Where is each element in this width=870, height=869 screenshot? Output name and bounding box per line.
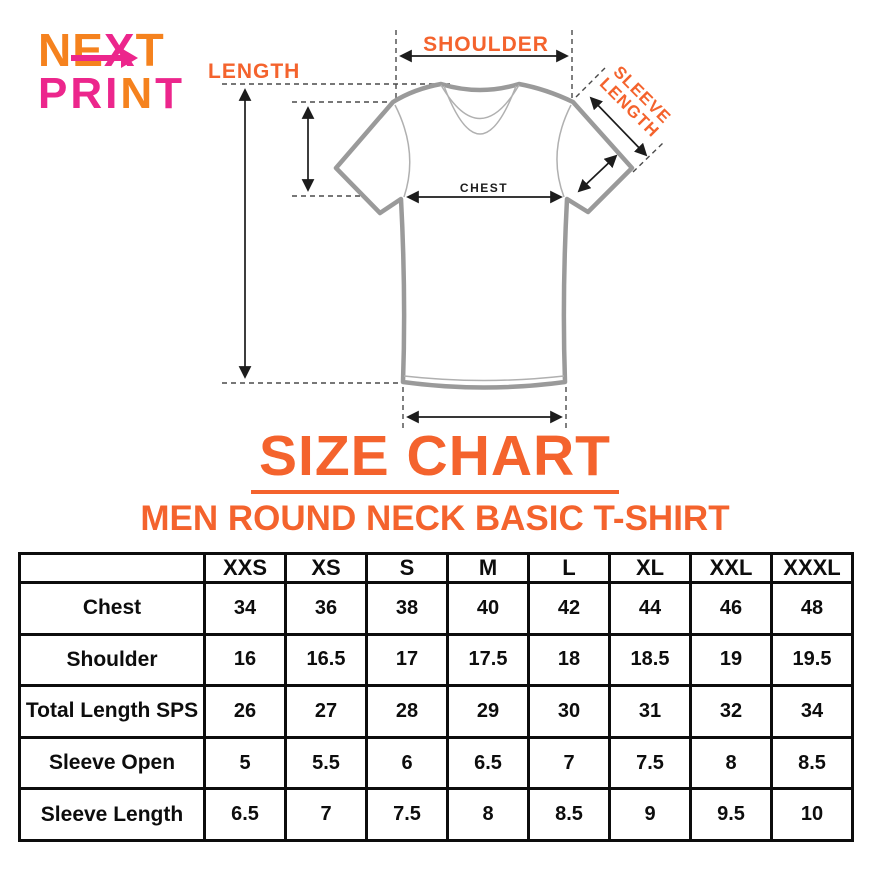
measurement-value-cell: 5.5	[284, 735, 368, 791]
measurement-value-cell: 48	[770, 581, 854, 636]
measurement-value-cell: 27	[284, 684, 368, 739]
measurement-value-cell: 9	[608, 787, 692, 842]
logo-word-print: PRINT	[38, 72, 198, 116]
subtitle: MEN ROUND NECK BASIC T-SHIRT	[140, 499, 730, 538]
measurement-value-cell: 26	[203, 684, 287, 739]
measurement-arrows	[238, 49, 648, 424]
table-row: Chest 34 36 38 40 42 44 46 48	[18, 581, 854, 636]
chest-label: CHEST	[460, 181, 508, 195]
table-row: Sleeve Open 5 5.5 6 6.5 7 7.5 8 8.5	[18, 735, 854, 791]
measurement-row-label: Chest	[18, 581, 206, 636]
measurement-value-cell: 31	[608, 684, 692, 739]
measurement-value-cell: 19	[689, 632, 773, 688]
measurement-value-cell: 36	[284, 581, 368, 636]
measurement-value-cell: 46	[689, 581, 773, 636]
logo-letter: R	[70, 69, 106, 118]
brand-logo: NEXT PRINT	[38, 27, 198, 116]
measurement-value-cell: 29	[446, 684, 530, 739]
size-table: XXS XS S M L XL XXL XXXL Chest 34 36 38 40 42 44 46 48 S…	[18, 552, 854, 842]
measurement-value-cell: 7.5	[365, 787, 449, 842]
logo-letter: P	[38, 69, 71, 118]
measurement-value-cell: 8	[689, 735, 773, 791]
size-column-header: XXS	[203, 552, 287, 584]
measurement-value-cell: 10	[770, 787, 854, 842]
measurement-value-cell: 8	[446, 787, 530, 842]
collar-inner-line	[440, 84, 520, 120]
page-title: SIZE CHART	[251, 428, 619, 494]
measurement-value-cell: 7.5	[608, 735, 692, 791]
measurement-value-cell: 34	[203, 581, 287, 636]
measurement-value-cell: 6.5	[446, 735, 530, 791]
shoulder-label: SHOULDER	[423, 33, 549, 56]
measurement-value-cell: 7	[284, 787, 368, 842]
table-row: Total Length SPS 26 27 28 29 30 31 32 34	[18, 684, 854, 739]
table-row: Shoulder 16 16.5 17 17.5 18 18.5 19 19.5	[18, 632, 854, 688]
table-row: Sleeve Length 6.5 7 7.5 8 8.5 9 9.5 10	[18, 787, 854, 842]
hem-seam	[403, 375, 565, 382]
length-label: LENGTH	[208, 60, 300, 83]
measurement-value-cell: 19.5	[770, 632, 854, 688]
measurement-row-label: Sleeve Open	[18, 735, 206, 791]
tshirt-drawing	[333, 81, 635, 390]
size-column-header: XXL	[689, 552, 773, 584]
measurement-value-cell: 34	[770, 684, 854, 739]
collar-inner-line-2	[443, 85, 517, 135]
size-column-header: L	[527, 552, 611, 584]
size-column-header: XL	[608, 552, 692, 584]
size-column-header: S	[365, 552, 449, 584]
measurement-value-cell: 30	[527, 684, 611, 739]
size-column-header: XXXL	[770, 552, 854, 584]
logo-letter: T	[135, 24, 165, 76]
sleeve-length-arrow	[589, 96, 648, 157]
measurement-value-cell: 38	[365, 581, 449, 636]
measurement-row-label: Sleeve Length	[18, 787, 206, 842]
measurement-value-cell: 8.5	[527, 787, 611, 842]
measurement-value-cell: 32	[689, 684, 773, 739]
sleeve-length-label: SLEEVE LENGTH	[596, 62, 675, 141]
measurement-value-cell: 40	[446, 581, 530, 636]
measurement-value-cell: 16	[203, 632, 287, 688]
measurement-value-cell: 16.5	[284, 632, 368, 688]
measurement-row-label: Total Length SPS	[18, 684, 206, 739]
measurement-value-cell: 17.5	[446, 632, 530, 688]
logo-letter: N	[38, 24, 73, 76]
tshirt-measurement-diagram: LENGTH SHOULDER SLEEVE LENGTH CHEST	[208, 30, 675, 428]
logo-letter: E	[72, 24, 104, 76]
size-column-header: M	[446, 552, 530, 584]
tshirt-outline	[333, 81, 635, 390]
logo-arrow-icon	[71, 48, 138, 68]
logo-letter: I	[105, 69, 121, 118]
right-armhole-seam	[556, 104, 572, 198]
measurement-value-cell: 6.5	[203, 787, 287, 842]
measurement-value-cell: 18.5	[608, 632, 692, 688]
logo-letter: N	[120, 69, 156, 118]
measurement-value-cell: 7	[527, 735, 611, 791]
corner-cell	[18, 552, 206, 584]
measurement-row-label: Shoulder	[18, 632, 206, 688]
measurement-value-cell: 28	[365, 684, 449, 739]
left-armhole-seam	[394, 104, 411, 198]
size-column-header: XS	[284, 552, 368, 584]
logo-letter: T	[155, 69, 186, 118]
size-table-body: Chest 34 36 38 40 42 44 46 48 Shoulder 16 16.5 17 17.…	[18, 581, 854, 842]
measurement-value-cell: 42	[527, 581, 611, 636]
measurement-value-cell: 8.5	[770, 735, 854, 791]
measurement-value-cell: 44	[608, 581, 692, 636]
measurement-value-cell: 18	[527, 632, 611, 688]
dashed-guide-lines	[222, 30, 664, 428]
size-table-header-row: XXS XS S M L XL XXL XXXL	[18, 552, 854, 584]
measurement-value-cell: 17	[365, 632, 449, 688]
measurement-value-cell: 6	[365, 735, 449, 791]
measurement-value-cell: 9.5	[689, 787, 773, 842]
measurement-value-cell: 5	[203, 735, 287, 791]
sleeve-open-arrow	[577, 154, 618, 193]
